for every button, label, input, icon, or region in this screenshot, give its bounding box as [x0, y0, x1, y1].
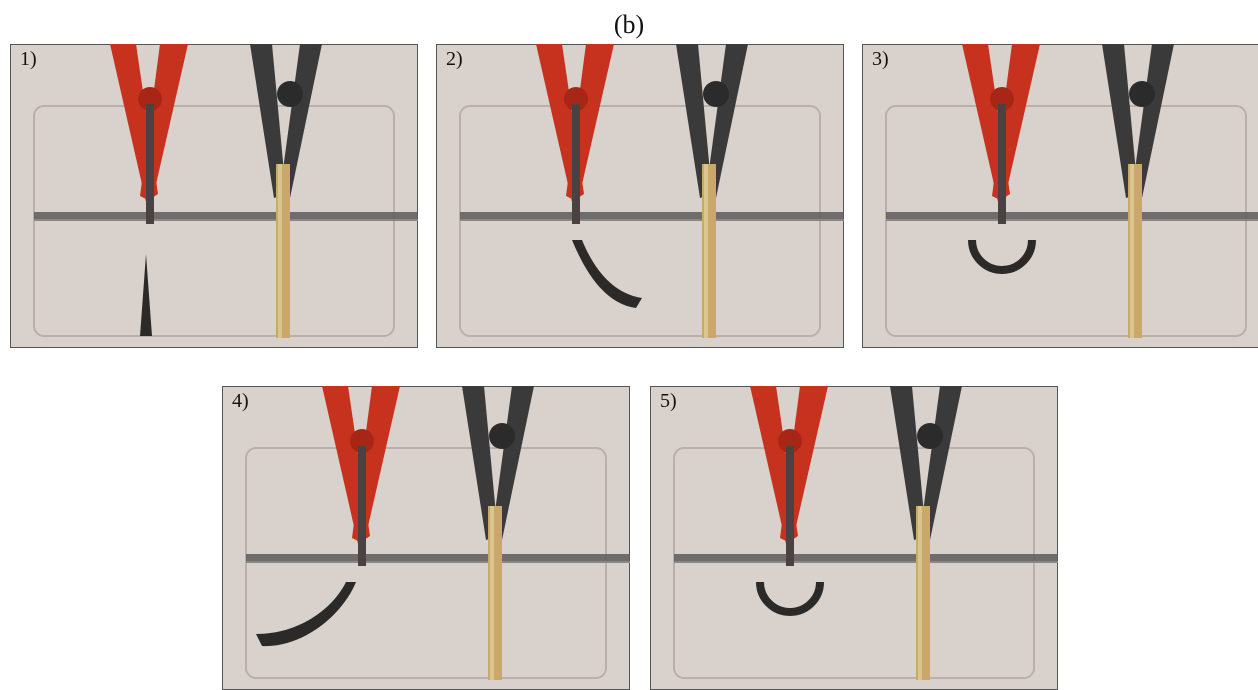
photo-panel: 3) [862, 44, 1258, 348]
photo-background [436, 44, 844, 348]
panel-number: 3) [872, 48, 889, 70]
panel-number: 2) [446, 48, 463, 70]
photo-background [862, 44, 1258, 348]
actuator-strip [140, 254, 152, 336]
photo-background [222, 386, 630, 690]
photo-background [650, 386, 1058, 690]
photo-panel: 5) [650, 386, 1058, 690]
actuator-strip [968, 239, 1036, 274]
water-line [34, 212, 418, 219]
panel-number: 4) [232, 390, 249, 412]
water-line [246, 554, 630, 561]
black-clip [676, 44, 748, 198]
water-line-shadow [246, 561, 630, 563]
black-clip [462, 386, 534, 540]
water-line [886, 212, 1258, 219]
water-line [674, 554, 1058, 561]
water-line-shadow [34, 219, 418, 221]
red-clip [962, 44, 1040, 224]
actuator-strip [572, 240, 642, 308]
photo-background [10, 44, 418, 348]
figure-label: (b) [613, 10, 645, 39]
actuator-strip [256, 582, 356, 647]
black-clip [890, 386, 962, 540]
black-clip [1102, 44, 1174, 198]
photo-panel: 2) [436, 44, 844, 348]
water-line-shadow [886, 219, 1258, 221]
red-clip [536, 44, 614, 224]
red-clip [110, 44, 188, 224]
actuator-strip [756, 581, 824, 616]
red-clip [322, 386, 400, 566]
photo-panel: 4) [222, 386, 630, 690]
water-line [460, 212, 844, 219]
water-line-shadow [674, 561, 1058, 563]
water-line-shadow [460, 219, 844, 221]
black-clip [250, 44, 322, 198]
panel-number: 1) [20, 48, 37, 70]
red-clip [750, 386, 828, 566]
photo-panel: 1) [10, 44, 418, 348]
panel-number: 5) [660, 390, 677, 412]
